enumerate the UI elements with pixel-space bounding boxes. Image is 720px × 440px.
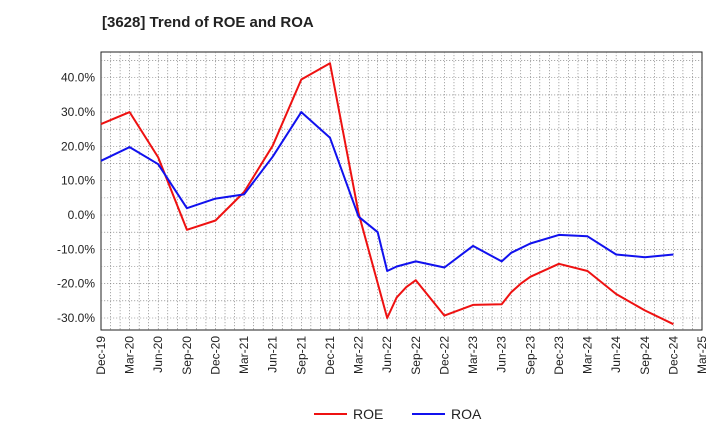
x-tick-label: Jun-20 <box>151 336 165 373</box>
x-tick-label: Dec-19 <box>94 336 108 375</box>
x-tick-label: Dec-22 <box>437 336 451 375</box>
y-tick-label: 10.0% <box>61 174 95 188</box>
x-tick-labels: Dec-19 Mar-20 Jun-20 Sep-20 Dec-20 Mar-21 Jun-… <box>94 336 709 375</box>
legend-label-roe: ROE <box>353 406 383 422</box>
legend: ROE ROA <box>314 406 482 422</box>
legend-label-roa: ROA <box>451 406 482 422</box>
x-tick-label: Mar-22 <box>352 336 366 374</box>
x-tick-label: Jun-23 <box>495 336 509 373</box>
x-tick-label: Sep-24 <box>638 336 652 375</box>
x-tick-label: Mar-20 <box>123 336 137 374</box>
x-tick-label: Sep-20 <box>180 336 194 375</box>
y-tick-label: -30.0% <box>57 311 95 325</box>
x-tick-label: Jun-24 <box>609 336 623 373</box>
series-lines <box>100 62 674 326</box>
y-tick-label: -20.0% <box>57 277 95 291</box>
x-tick-label: Sep-23 <box>523 336 537 375</box>
x-tick-label: Mar-23 <box>466 336 480 374</box>
x-tick-label: Jun-22 <box>380 336 394 373</box>
x-tick-label: Sep-21 <box>294 336 308 375</box>
x-tick-label: Sep-22 <box>409 336 423 375</box>
x-tick-label: Jun-21 <box>266 336 280 373</box>
chart-title: [3628] Trend of ROE and ROA <box>102 14 314 31</box>
x-tick-label: Mar-21 <box>237 336 251 374</box>
y-tick-labels: 40.0% 30.0% 20.0% 10.0% 0.0% -10.0% -20.0% -30.… <box>57 71 95 325</box>
y-gridlines <box>101 60 702 319</box>
x-tick-label: Dec-21 <box>323 336 337 375</box>
x-tick-label: Dec-24 <box>666 336 680 375</box>
y-tick-label: -10.0% <box>57 242 95 256</box>
x-tick-label: Mar-25 <box>695 336 709 374</box>
x-tick-label: Dec-23 <box>552 336 566 375</box>
series-line-roa <box>100 111 674 272</box>
y-tick-label: 30.0% <box>61 105 95 119</box>
x-tick-label: Dec-20 <box>208 336 222 375</box>
series-line-roe <box>100 62 674 326</box>
y-tick-label: 0.0% <box>68 208 96 222</box>
plot-area <box>100 51 703 331</box>
y-tick-label: 20.0% <box>61 139 95 153</box>
x-tick-label: Mar-24 <box>581 336 595 374</box>
y-tick-label: 40.0% <box>61 71 95 85</box>
